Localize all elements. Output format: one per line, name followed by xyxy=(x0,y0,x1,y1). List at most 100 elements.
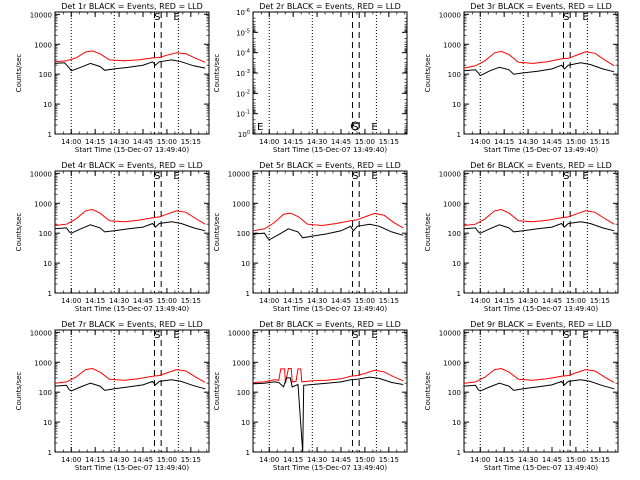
x-tick-label: 15:00 xyxy=(157,456,177,464)
x-tick-label: 15:15 xyxy=(590,297,610,305)
y-tick-label: 10 xyxy=(452,419,461,427)
panel-title: Det 8r BLACK = Events, RED = LLD xyxy=(259,320,401,329)
x-tick-label: 14:30 xyxy=(518,297,538,305)
y-tick-label: 1 xyxy=(48,131,52,139)
x-tick-label: 15:00 xyxy=(566,456,586,464)
x-tick-label: 14:45 xyxy=(542,456,562,464)
y-tick-label: 10000 xyxy=(30,11,52,19)
events-series-line xyxy=(463,221,615,234)
events-series-line xyxy=(463,62,615,77)
y-tick-label: 1 xyxy=(457,290,461,298)
y-tick-label: 10 xyxy=(43,260,52,268)
x-tick-label: 14:00 xyxy=(470,138,490,146)
marker-e: E xyxy=(371,330,377,341)
x-tick-label: 14:30 xyxy=(518,138,538,146)
marker-e: E xyxy=(582,330,588,341)
y-tick-label: 10000 xyxy=(228,329,250,337)
panel-title: Det 6r BLACK = Events, RED = LLD xyxy=(470,161,612,170)
x-tick-label: 14:00 xyxy=(61,456,81,464)
x-tick-label: 15:00 xyxy=(566,297,586,305)
lld-series-line xyxy=(463,367,615,384)
plot-frame xyxy=(252,170,408,294)
x-tick-label: 14:45 xyxy=(331,456,351,464)
y-tick-label: 10000 xyxy=(439,170,461,178)
y-tick-label: 10 xyxy=(452,101,461,109)
panel-title: Det 9r BLACK = Events, RED = LLD xyxy=(470,320,612,329)
x-axis-label: Start Time (15-Dec-07 13:49:40) xyxy=(75,464,189,472)
plot-frame xyxy=(252,11,408,135)
y-axis-label: Counts/sec xyxy=(424,213,432,252)
panel-det-2: Det 2r BLACK = Events, RED = LLD 100 10-1 1… xyxy=(213,2,408,154)
y-tick-label: 1000 xyxy=(443,359,461,367)
lld-series-line xyxy=(252,368,404,384)
x-tick-label: 15:00 xyxy=(566,138,586,146)
y-tick-label: 1000 xyxy=(34,200,52,208)
events-series-line xyxy=(252,223,404,241)
x-tick-label: 15:15 xyxy=(181,138,201,146)
y-tick-label: 10 xyxy=(452,260,461,268)
marker-e: E xyxy=(173,171,179,182)
x-tick-label: 14:00 xyxy=(259,138,279,146)
x-axis-label: Start Time (15-Dec-07 13:49:40) xyxy=(273,464,387,472)
marker-s: S xyxy=(154,171,160,182)
y-tick-label: 10 xyxy=(43,101,52,109)
marker-s: S xyxy=(563,12,569,23)
panel-det-4: Det 4r BLACK = Events, RED = LLD 1 10 100 10… xyxy=(15,161,210,313)
marker-s: S xyxy=(563,171,569,182)
x-tick-label: 14:30 xyxy=(109,456,129,464)
y-axis-label: Counts/sec xyxy=(213,213,221,252)
y-tick-label: 1 xyxy=(48,290,52,298)
x-tick-label: 14:15 xyxy=(85,456,105,464)
panel-det-7: Det 7r BLACK = Events, RED = LLD 1 10 100 10… xyxy=(15,320,210,472)
y-tick-label: 100 xyxy=(237,230,250,238)
marker-e: E xyxy=(582,12,588,23)
x-tick-label: 15:00 xyxy=(355,138,375,146)
marker-e: E xyxy=(582,171,588,182)
marker-e: E xyxy=(371,171,377,182)
y-tick-label: 1000 xyxy=(443,200,461,208)
marker-e-left: E xyxy=(257,122,263,133)
lld-series-line xyxy=(54,367,206,384)
x-tick-label: 15:00 xyxy=(355,297,375,305)
marker-s: S xyxy=(352,171,358,182)
panel-det-5: Det 5r BLACK = Events, RED = LLD 1 10 100 10… xyxy=(213,161,408,313)
y-axis-label: Counts/sec xyxy=(15,213,23,252)
plot-frame xyxy=(463,11,619,135)
panel-det-6: Det 6r BLACK = Events, RED = LLD 1 10 100 10… xyxy=(424,161,619,313)
y-tick-label: 10-3 xyxy=(236,69,250,78)
y-tick-label: 100 xyxy=(39,230,52,238)
x-tick-label: 14:30 xyxy=(518,456,538,464)
x-tick-label: 15:15 xyxy=(181,456,201,464)
plot-frame xyxy=(54,329,210,453)
x-tick-label: 15:15 xyxy=(590,138,610,146)
x-axis-label: Start Time (15-Dec-07 13:49:40) xyxy=(484,464,598,472)
x-tick-label: 14:15 xyxy=(494,456,514,464)
x-tick-label: 14:45 xyxy=(133,456,153,464)
x-tick-label: 15:15 xyxy=(181,297,201,305)
x-tick-label: 14:15 xyxy=(283,297,303,305)
y-tick-label: 10000 xyxy=(439,11,461,19)
y-tick-label: 10 xyxy=(241,260,250,268)
panel-det-9: Det 9r BLACK = Events, RED = LLD 1 10 100 10… xyxy=(424,320,619,472)
y-tick-label: 1 xyxy=(246,290,250,298)
plot-frame xyxy=(252,329,408,453)
y-tick-label: 100 xyxy=(39,389,52,397)
lld-series-line xyxy=(252,212,404,232)
y-tick-label: 10 xyxy=(241,419,250,427)
lld-series-line xyxy=(463,50,615,69)
x-tick-label: 14:45 xyxy=(331,138,351,146)
panel-title: Det 7r BLACK = Events, RED = LLD xyxy=(61,320,203,329)
y-axis-label: Counts/sec xyxy=(15,372,23,411)
plot-frame xyxy=(54,11,210,135)
y-tick-label: 10-6 xyxy=(236,8,250,17)
y-axis-label: Counts/sec xyxy=(213,372,221,411)
y-tick-label: 1000 xyxy=(232,359,250,367)
panel-title: Det 2r BLACK = Events, RED = LLD xyxy=(259,2,401,11)
y-tick-label: 10000 xyxy=(439,329,461,337)
x-tick-label: 14:30 xyxy=(307,456,327,464)
x-tick-label: 14:15 xyxy=(85,297,105,305)
x-tick-label: 15:00 xyxy=(157,138,177,146)
x-tick-label: 14:45 xyxy=(542,138,562,146)
y-tick-label: 100 xyxy=(448,389,461,397)
